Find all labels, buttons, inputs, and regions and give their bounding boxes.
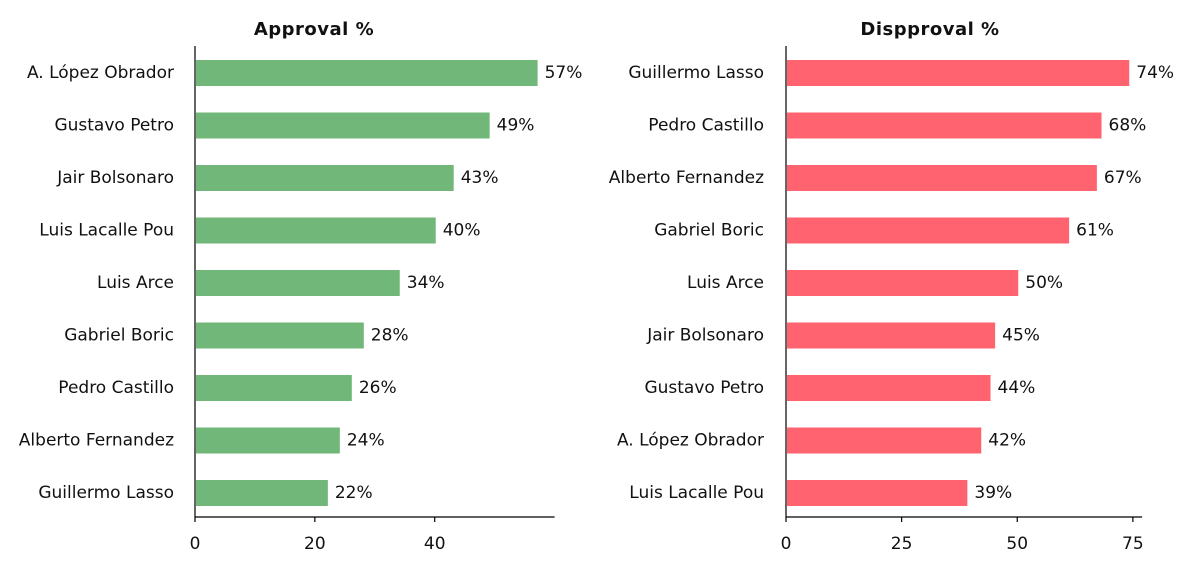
category-label: Alberto Fernandez [19, 431, 174, 451]
category-label: Gustavo Petro [644, 378, 764, 398]
value-label: 49% [497, 116, 535, 136]
value-label: 42% [988, 431, 1026, 451]
category-label: Gabriel Boric [64, 326, 174, 346]
category-label: Luis Lacalle Pou [39, 221, 174, 241]
bar [196, 112, 490, 139]
bar [787, 427, 982, 454]
category-label: Guillermo Lasso [38, 483, 174, 503]
value-label: 28% [371, 326, 409, 346]
category-label: A. López Obrador [27, 63, 174, 83]
tick-label: 0 [781, 534, 792, 554]
value-label: 45% [1002, 326, 1040, 346]
category-label: Jair Bolsonaro [56, 168, 174, 188]
category-label: A. López Obrador [617, 431, 764, 451]
tick-label: 75 [1122, 534, 1144, 554]
category-label: Gustavo Petro [54, 116, 174, 136]
disapproval-chart: Dispproval % Guillermo Lasso 74% Pedro Cas… [609, 19, 1174, 554]
category-label: Luis Arce [97, 273, 174, 293]
bar [196, 427, 340, 454]
value-label: 61% [1076, 221, 1114, 241]
value-label: 24% [347, 431, 385, 451]
tick-label: 50 [1006, 534, 1028, 554]
category-label: Alberto Fernandez [609, 168, 764, 188]
bar [787, 217, 1070, 244]
bar [196, 217, 436, 244]
value-label: 44% [998, 378, 1036, 398]
chart-title: Dispproval % [860, 19, 999, 40]
value-label: 74% [1136, 63, 1174, 83]
approval-chart: Approval % A. López Obrador 57% Gustavo Pe… [19, 19, 583, 554]
category-label: Gabriel Boric [654, 221, 764, 241]
bar [196, 270, 400, 296]
bar [787, 112, 1102, 139]
value-label: 34% [407, 273, 445, 293]
bar [196, 375, 352, 401]
value-label: 50% [1025, 273, 1063, 293]
chart-title: Approval % [254, 19, 374, 40]
category-label: Luis Arce [687, 273, 764, 293]
value-label: 26% [359, 378, 397, 398]
category-label: Guillermo Lasso [628, 63, 764, 83]
tick-label: 0 [190, 534, 201, 554]
category-label: Pedro Castillo [648, 116, 764, 136]
value-label: 40% [443, 221, 481, 241]
category-label: Pedro Castillo [58, 378, 174, 398]
bar [196, 322, 364, 349]
bar [787, 270, 1019, 296]
value-label: 67% [1104, 168, 1142, 188]
value-label: 39% [974, 483, 1012, 503]
tick-label: 40 [424, 534, 446, 554]
value-label: 68% [1109, 116, 1147, 136]
tick-label: 20 [304, 534, 326, 554]
category-label: Jair Bolsonaro [646, 326, 764, 346]
bar [787, 322, 996, 349]
category-label: Luis Lacalle Pou [629, 483, 764, 503]
tick-label: 25 [891, 534, 913, 554]
bar [196, 480, 328, 506]
bar [196, 165, 454, 191]
bar [787, 480, 968, 506]
value-label: 57% [545, 63, 583, 83]
bar [196, 60, 538, 86]
value-label: 22% [335, 483, 373, 503]
bar [787, 375, 991, 401]
bar [787, 165, 1097, 191]
bar [787, 60, 1130, 86]
value-label: 43% [461, 168, 499, 188]
